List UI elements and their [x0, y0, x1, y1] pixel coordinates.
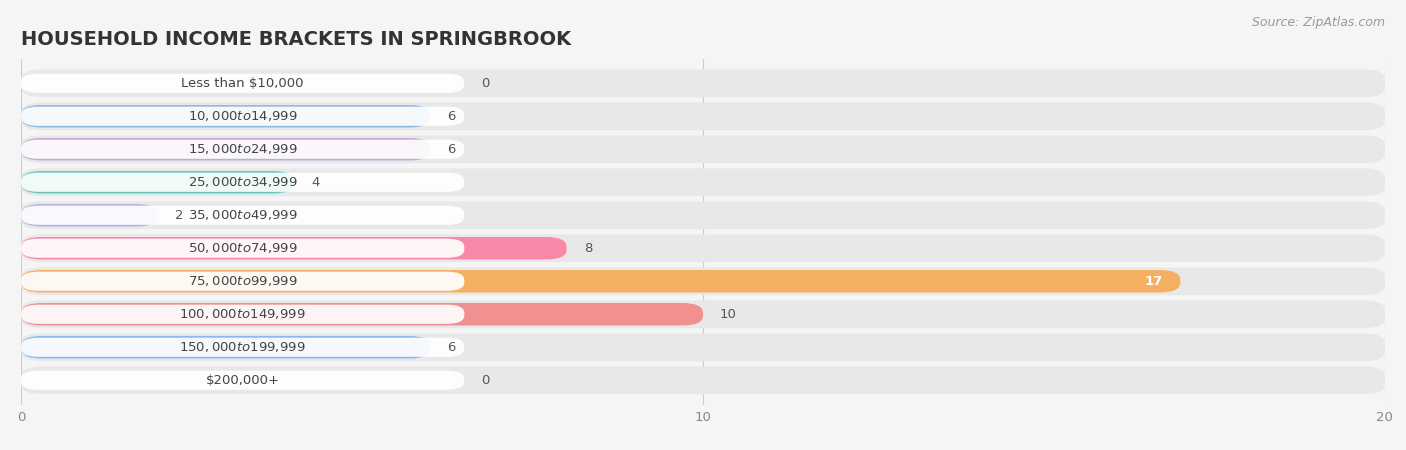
Text: $200,000+: $200,000+	[205, 374, 280, 387]
FancyBboxPatch shape	[21, 267, 1385, 295]
Text: HOUSEHOLD INCOME BRACKETS IN SPRINGBROOK: HOUSEHOLD INCOME BRACKETS IN SPRINGBROOK	[21, 30, 571, 49]
FancyBboxPatch shape	[21, 366, 1385, 394]
Text: 6: 6	[447, 110, 456, 123]
FancyBboxPatch shape	[21, 333, 1385, 361]
FancyBboxPatch shape	[21, 135, 1385, 163]
Text: $100,000 to $149,999: $100,000 to $149,999	[180, 307, 307, 321]
FancyBboxPatch shape	[21, 140, 464, 159]
Text: 2: 2	[174, 209, 183, 222]
FancyBboxPatch shape	[21, 272, 464, 291]
FancyBboxPatch shape	[21, 168, 1385, 196]
FancyBboxPatch shape	[21, 173, 464, 192]
Text: $50,000 to $74,999: $50,000 to $74,999	[188, 241, 298, 255]
FancyBboxPatch shape	[21, 107, 464, 126]
Text: 4: 4	[311, 176, 319, 189]
Text: Less than $10,000: Less than $10,000	[181, 77, 304, 90]
FancyBboxPatch shape	[21, 74, 464, 93]
Text: $25,000 to $34,999: $25,000 to $34,999	[188, 175, 298, 189]
FancyBboxPatch shape	[21, 105, 430, 127]
Text: 6: 6	[447, 341, 456, 354]
FancyBboxPatch shape	[21, 270, 1181, 292]
Text: $15,000 to $24,999: $15,000 to $24,999	[188, 142, 298, 156]
Text: 0: 0	[481, 374, 489, 387]
Text: 8: 8	[583, 242, 592, 255]
FancyBboxPatch shape	[21, 138, 430, 161]
Text: $75,000 to $99,999: $75,000 to $99,999	[188, 274, 298, 288]
FancyBboxPatch shape	[21, 336, 430, 359]
FancyBboxPatch shape	[21, 238, 464, 258]
FancyBboxPatch shape	[21, 69, 1385, 97]
FancyBboxPatch shape	[21, 305, 464, 324]
FancyBboxPatch shape	[21, 303, 703, 325]
Text: $35,000 to $49,999: $35,000 to $49,999	[188, 208, 298, 222]
FancyBboxPatch shape	[21, 103, 1385, 130]
Text: 17: 17	[1144, 275, 1163, 288]
FancyBboxPatch shape	[21, 206, 464, 225]
Text: Source: ZipAtlas.com: Source: ZipAtlas.com	[1251, 16, 1385, 29]
Text: $150,000 to $199,999: $150,000 to $199,999	[180, 340, 307, 354]
FancyBboxPatch shape	[21, 338, 464, 357]
FancyBboxPatch shape	[21, 202, 1385, 229]
FancyBboxPatch shape	[21, 371, 464, 390]
Text: $10,000 to $14,999: $10,000 to $14,999	[188, 109, 298, 123]
Text: 6: 6	[447, 143, 456, 156]
FancyBboxPatch shape	[21, 237, 567, 260]
FancyBboxPatch shape	[21, 234, 1385, 262]
FancyBboxPatch shape	[21, 204, 157, 226]
Text: 0: 0	[481, 77, 489, 90]
Text: 10: 10	[720, 308, 737, 321]
FancyBboxPatch shape	[21, 171, 294, 194]
FancyBboxPatch shape	[21, 301, 1385, 328]
